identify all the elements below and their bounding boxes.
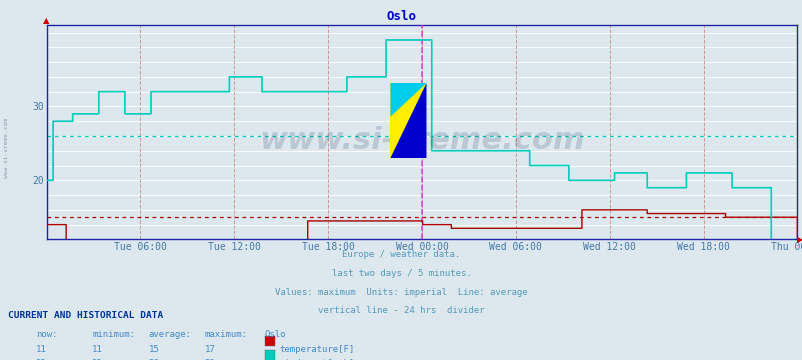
Text: 12: 12	[92, 359, 103, 360]
Bar	[390, 83, 426, 158]
Text: vertical line - 24 hrs  divider: vertical line - 24 hrs divider	[318, 306, 484, 315]
Text: 11: 11	[36, 345, 47, 354]
Text: www.si-vreme.com: www.si-vreme.com	[4, 118, 9, 177]
Text: 39: 39	[205, 359, 215, 360]
Text: last two days / 5 minutes.: last two days / 5 minutes.	[331, 269, 471, 278]
Text: minimum:: minimum:	[92, 330, 136, 339]
Polygon shape	[390, 83, 426, 117]
Text: 26: 26	[148, 359, 159, 360]
Text: temperature[F]: temperature[F]	[279, 345, 354, 354]
Text: average:: average:	[148, 330, 192, 339]
Text: 15: 15	[148, 345, 159, 354]
Text: 17: 17	[205, 345, 215, 354]
Text: www.si-vreme.com: www.si-vreme.com	[259, 126, 584, 156]
Text: ▶: ▶	[796, 235, 802, 244]
Text: ▲: ▲	[43, 16, 50, 25]
Text: Oslo: Oslo	[265, 330, 286, 339]
Text: maximum:: maximum:	[205, 330, 248, 339]
Text: 11: 11	[92, 345, 103, 354]
Text: 12: 12	[36, 359, 47, 360]
Text: wind gust[mph]: wind gust[mph]	[279, 359, 354, 360]
Text: CURRENT AND HISTORICAL DATA: CURRENT AND HISTORICAL DATA	[8, 311, 163, 320]
Text: Europe / weather data.: Europe / weather data.	[342, 250, 460, 259]
Text: Values: maximum  Units: imperial  Line: average: Values: maximum Units: imperial Line: av…	[275, 288, 527, 297]
Polygon shape	[390, 83, 426, 158]
Text: Oslo: Oslo	[386, 10, 416, 23]
Text: now:: now:	[36, 330, 58, 339]
